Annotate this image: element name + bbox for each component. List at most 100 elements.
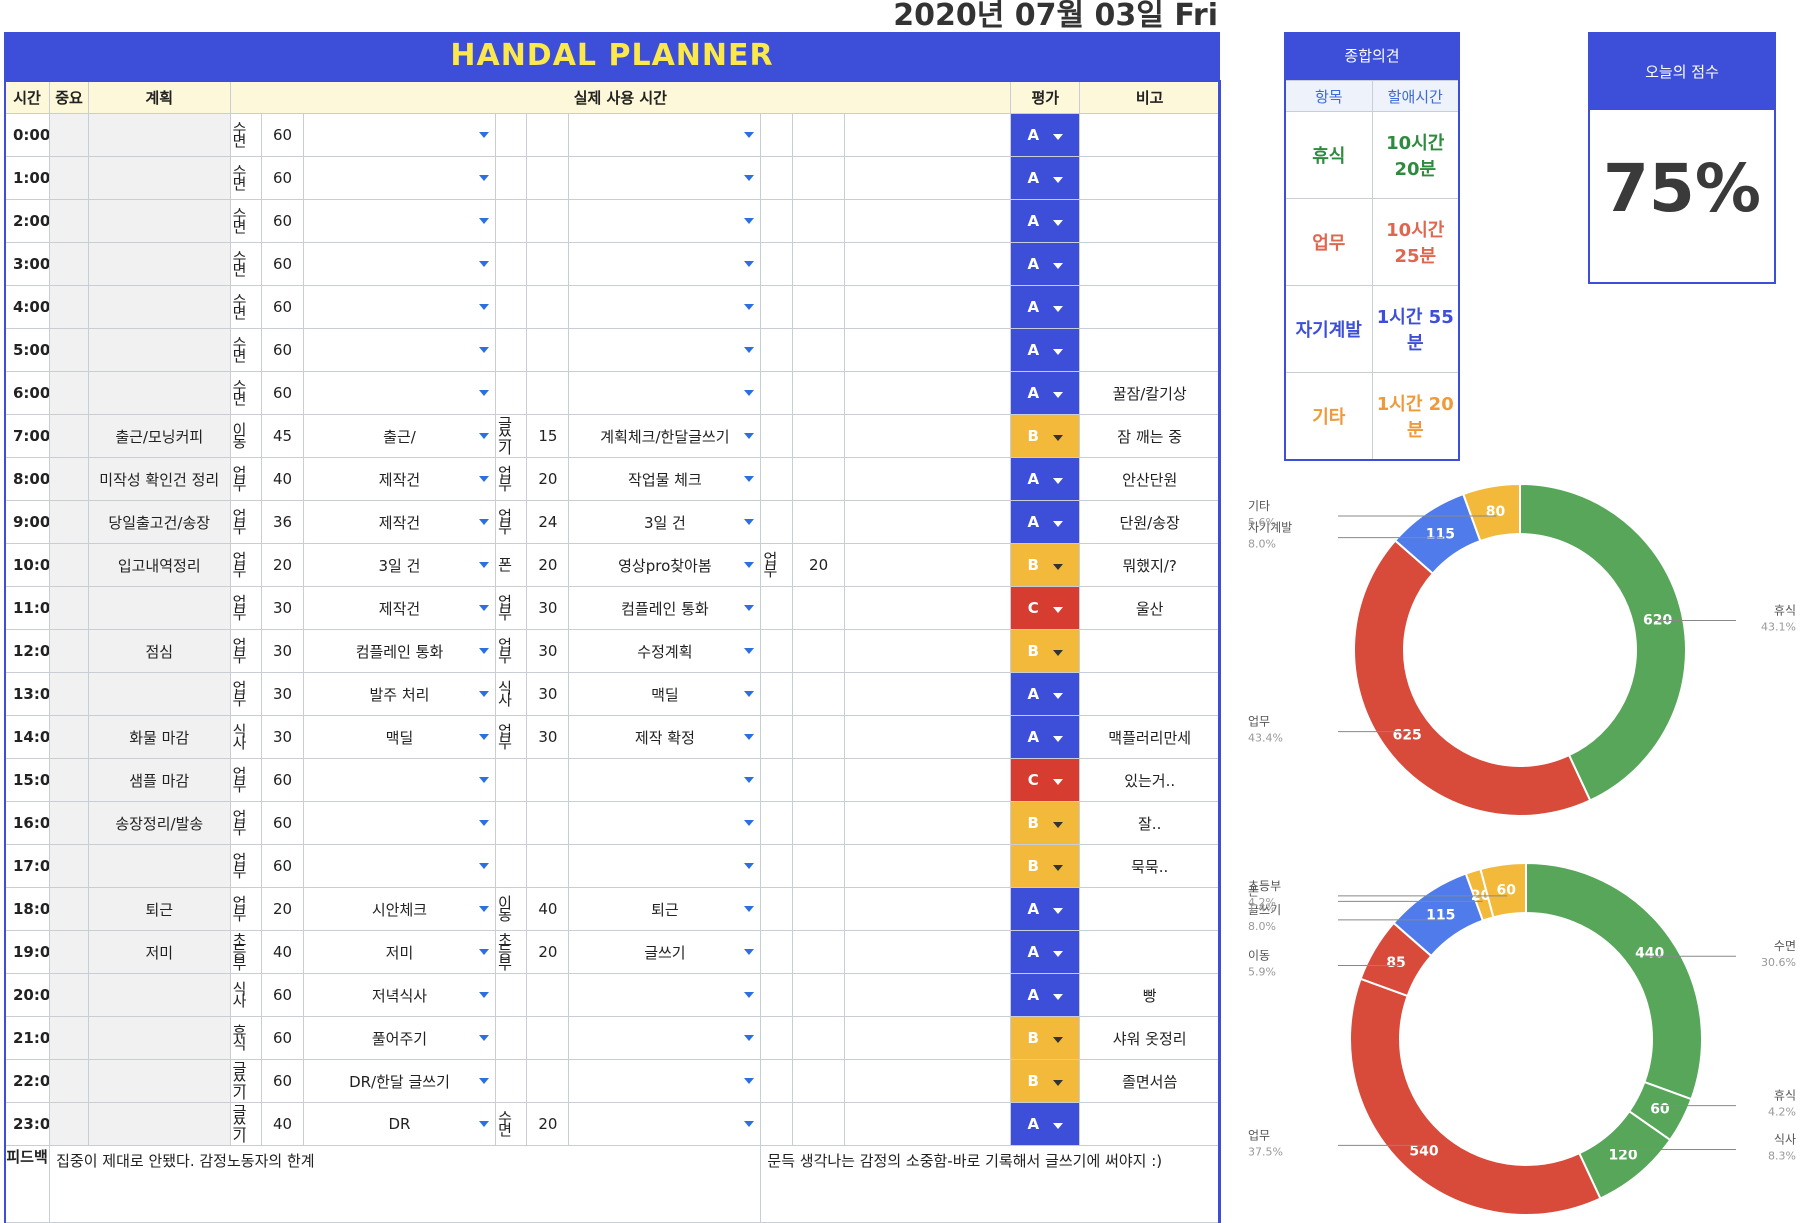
category-cell[interactable]: 식사: [229, 973, 263, 1017]
chevron-down-icon[interactable]: [744, 132, 755, 138]
activity-cell[interactable]: [568, 328, 762, 372]
minutes-cell[interactable]: [526, 844, 570, 888]
plan-cell[interactable]: 입고내역정리: [87, 543, 231, 587]
note-cell[interactable]: 샤워 옷정리: [1079, 1016, 1220, 1060]
chevron-down-icon[interactable]: [1053, 349, 1064, 355]
category-cell[interactable]: 이동: [494, 887, 528, 931]
minutes-cell[interactable]: [526, 285, 570, 329]
activity-cell[interactable]: [568, 973, 762, 1017]
chevron-down-icon[interactable]: [744, 777, 755, 783]
category-cell[interactable]: [760, 1059, 793, 1103]
plan-cell[interactable]: [87, 328, 231, 372]
note-cell[interactable]: [1079, 113, 1220, 157]
category-cell[interactable]: [760, 1102, 793, 1146]
eval-dropdown[interactable]: A: [1010, 457, 1081, 501]
chevron-down-icon[interactable]: [1052, 607, 1063, 613]
category-cell[interactable]: 수면: [229, 242, 263, 286]
category-cell[interactable]: 업무: [229, 887, 263, 931]
chevron-down-icon[interactable]: [478, 949, 489, 955]
activity-cell[interactable]: [844, 629, 1012, 673]
activity-cell[interactable]: [302, 801, 496, 845]
activity-cell[interactable]: [844, 1016, 1012, 1060]
eval-dropdown[interactable]: A: [1010, 1102, 1081, 1146]
activity-cell[interactable]: 시안체크: [302, 887, 496, 931]
activity-cell[interactable]: [302, 371, 496, 415]
activity-cell[interactable]: [568, 242, 762, 286]
plan-cell[interactable]: [87, 844, 231, 888]
category-cell[interactable]: [760, 930, 793, 974]
category-cell[interactable]: [760, 801, 793, 845]
category-cell[interactable]: 업무: [229, 801, 263, 845]
chevron-down-icon[interactable]: [478, 347, 489, 353]
chevron-down-icon[interactable]: [1052, 1080, 1063, 1086]
category-cell[interactable]: [760, 500, 793, 544]
plan-cell[interactable]: 샘플 마감: [87, 758, 231, 802]
chevron-down-icon[interactable]: [478, 390, 489, 396]
chevron-down-icon[interactable]: [1053, 177, 1064, 183]
minutes-cell[interactable]: [791, 629, 846, 673]
plan-cell[interactable]: [87, 973, 231, 1017]
minutes-cell[interactable]: 60: [261, 801, 304, 845]
plan-cell[interactable]: 화물 마감: [87, 715, 231, 759]
chevron-down-icon[interactable]: [1053, 392, 1064, 398]
category-cell[interactable]: [760, 285, 793, 329]
category-cell[interactable]: [760, 844, 793, 888]
minutes-cell[interactable]: 40: [261, 1102, 304, 1146]
eval-dropdown[interactable]: A: [1010, 242, 1081, 286]
chevron-down-icon[interactable]: [744, 218, 755, 224]
chevron-down-icon[interactable]: [478, 562, 489, 568]
chevron-down-icon[interactable]: [1053, 478, 1064, 484]
activity-cell[interactable]: [568, 199, 762, 243]
category-cell[interactable]: 글쓰기: [494, 414, 528, 458]
category-cell[interactable]: [494, 113, 528, 157]
note-cell[interactable]: [1079, 1102, 1220, 1146]
chevron-down-icon[interactable]: [744, 476, 755, 482]
category-cell[interactable]: 글쓰기: [229, 1102, 263, 1146]
activity-cell[interactable]: 제작건: [302, 586, 496, 630]
activity-cell[interactable]: 컴플레인 통화: [568, 586, 762, 630]
activity-cell[interactable]: [302, 156, 496, 200]
category-cell[interactable]: [760, 758, 793, 802]
activity-cell[interactable]: DR: [302, 1102, 496, 1146]
minutes-cell[interactable]: [791, 242, 846, 286]
minutes-cell[interactable]: [791, 672, 846, 716]
activity-cell[interactable]: 제작건: [302, 500, 496, 544]
minutes-cell[interactable]: [526, 973, 570, 1017]
category-cell[interactable]: 수면: [229, 156, 263, 200]
importance-cell[interactable]: [49, 328, 89, 372]
chevron-down-icon[interactable]: [478, 605, 489, 611]
minutes-cell[interactable]: 30: [526, 715, 570, 759]
category-cell[interactable]: [760, 629, 793, 673]
note-cell[interactable]: 있는거..: [1079, 758, 1220, 802]
minutes-cell[interactable]: [791, 500, 846, 544]
plan-cell[interactable]: 저미: [87, 930, 231, 974]
activity-cell[interactable]: [844, 242, 1012, 286]
category-cell[interactable]: 업무: [229, 500, 263, 544]
importance-cell[interactable]: [49, 1059, 89, 1103]
note-cell[interactable]: [1079, 328, 1220, 372]
category-cell[interactable]: 수면: [229, 285, 263, 329]
activity-cell[interactable]: [844, 887, 1012, 931]
activity-cell[interactable]: [844, 586, 1012, 630]
minutes-cell[interactable]: [526, 328, 570, 372]
importance-cell[interactable]: [49, 1102, 89, 1146]
activity-cell[interactable]: [844, 672, 1012, 716]
eval-dropdown[interactable]: A: [1010, 973, 1081, 1017]
eval-dropdown[interactable]: B: [1010, 543, 1081, 587]
chevron-down-icon[interactable]: [1052, 564, 1063, 570]
chevron-down-icon[interactable]: [744, 1035, 755, 1041]
minutes-cell[interactable]: 30: [261, 629, 304, 673]
chevron-down-icon[interactable]: [1052, 865, 1063, 871]
importance-cell[interactable]: [49, 844, 89, 888]
eval-dropdown[interactable]: C: [1010, 758, 1081, 802]
category-cell[interactable]: [494, 758, 528, 802]
chevron-down-icon[interactable]: [478, 132, 489, 138]
chevron-down-icon[interactable]: [1053, 1123, 1064, 1129]
category-cell[interactable]: 식사: [494, 672, 528, 716]
eval-dropdown[interactable]: A: [1010, 285, 1081, 329]
activity-cell[interactable]: [302, 199, 496, 243]
category-cell[interactable]: 수면: [229, 199, 263, 243]
category-cell[interactable]: [760, 328, 793, 372]
eval-dropdown[interactable]: A: [1010, 156, 1081, 200]
minutes-cell[interactable]: 30: [526, 672, 570, 716]
